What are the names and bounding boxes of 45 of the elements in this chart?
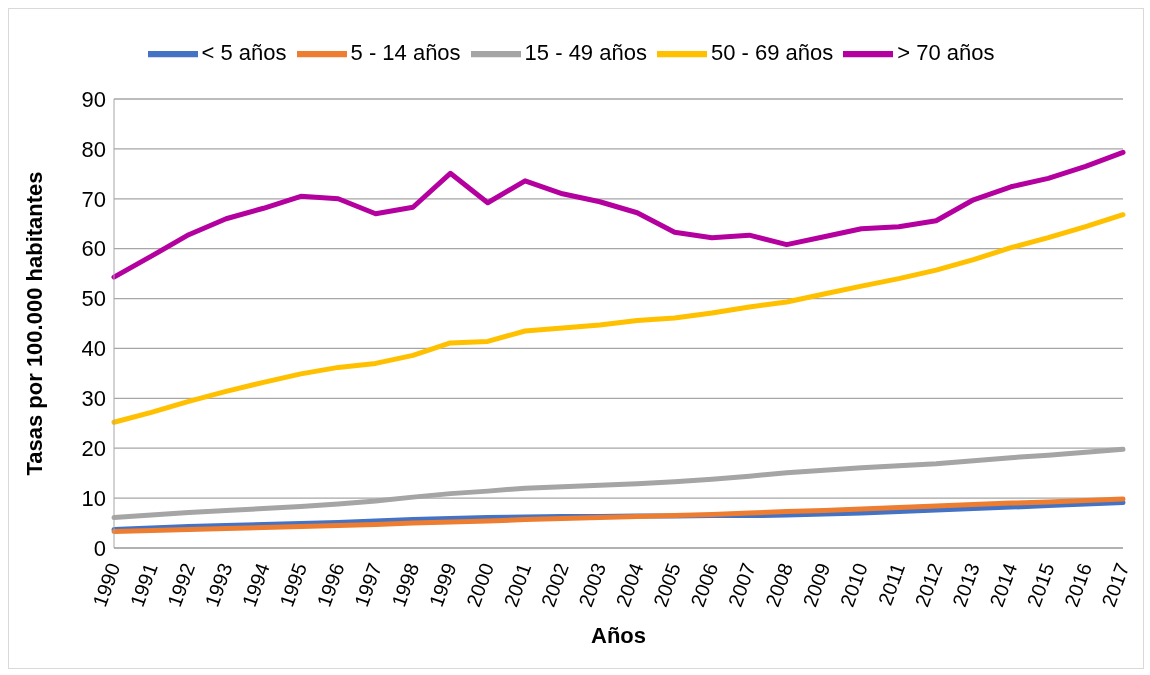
x-tick-label: 1998 [387, 560, 424, 610]
x-tick-label: 2004 [611, 560, 648, 610]
x-tick-label: 2006 [686, 560, 723, 610]
x-tick-label: 1990 [88, 560, 125, 610]
legend-label: 15 - 49 años [524, 39, 647, 65]
x-tick-label: 1997 [350, 560, 386, 610]
x-tick-label: 2009 [798, 560, 835, 610]
x-tick-label: 2015 [1022, 560, 1059, 610]
y-tick-label: 40 [81, 336, 106, 362]
x-tick-label: 2003 [574, 560, 611, 610]
legend-label: 5 - 14 años [350, 39, 461, 65]
x-tick-label: 2014 [985, 560, 1022, 610]
x-tick-label: 1993 [200, 560, 237, 610]
x-tick-label: 1996 [312, 560, 349, 610]
y-tick-label: 10 [81, 485, 106, 511]
x-tick-label: 1994 [237, 560, 274, 610]
y-tick-label: 20 [81, 436, 106, 462]
x-tick-label: 2017 [1097, 560, 1134, 610]
x-tick-label: 2012 [910, 560, 947, 610]
x-tick-label: 1991 [125, 560, 162, 610]
x-tick-label: 1999 [424, 560, 461, 610]
legend-label: > 70 años [897, 39, 995, 65]
y-tick-label: 0 [93, 535, 106, 561]
legend-label: < 5 años [201, 39, 287, 65]
y-tick-label: 50 [81, 286, 106, 312]
y-tick-label: 30 [81, 386, 106, 412]
x-tick-label: 2011 [873, 560, 910, 609]
x-tick-label: 2016 [1060, 560, 1096, 610]
legend-label: 50 - 69 años [710, 39, 834, 65]
y-tick-label: 70 [81, 186, 106, 212]
x-tick-label: 2000 [462, 560, 499, 610]
x-tick-label: 2005 [649, 560, 685, 610]
x-tick-label: 1992 [163, 560, 200, 610]
y-tick-label: 80 [81, 136, 106, 162]
x-tick-label: 2007 [723, 560, 760, 610]
x-tick-label: 2002 [536, 560, 573, 610]
x-tick-label: 2013 [947, 560, 984, 610]
x-tick-label: 1995 [275, 560, 312, 610]
x-axis-title: Años [591, 623, 646, 648]
x-tick-label: 2010 [835, 560, 872, 610]
x-tick-label: 2008 [761, 560, 797, 610]
y-axis-title: Tasas por 100.000 habitantes [21, 171, 47, 476]
x-tick-label: 2001 [499, 560, 536, 610]
y-tick-label: 60 [81, 236, 106, 262]
y-tick-label: 90 [81, 86, 106, 112]
